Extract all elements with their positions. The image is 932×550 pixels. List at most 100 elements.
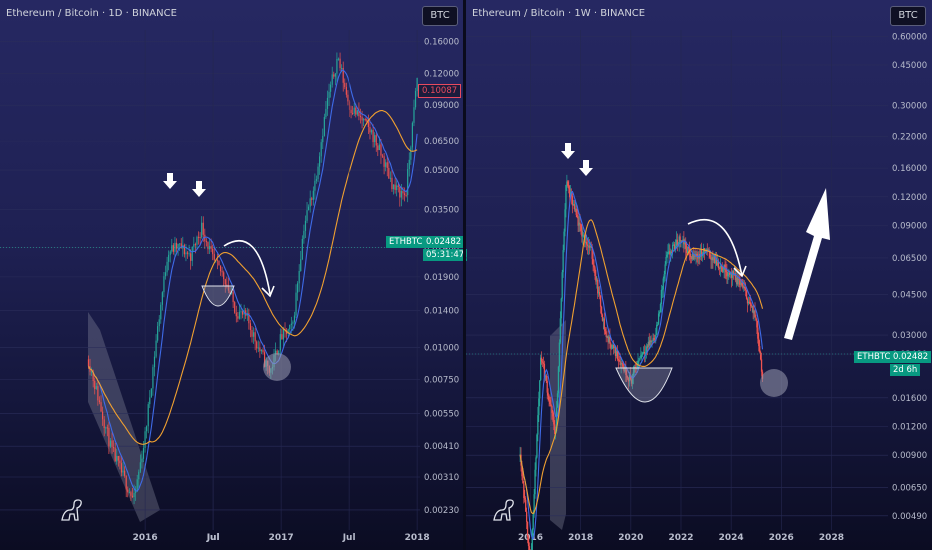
candle-body: [760, 359, 763, 372]
candle-body: [540, 357, 542, 381]
candle-body: [98, 400, 101, 403]
x-tick-label: 2024: [719, 533, 744, 543]
candle-body: [751, 305, 753, 307]
candle-body: [227, 285, 230, 291]
candle-body: [168, 254, 170, 262]
x-tick-label: 2018: [568, 533, 593, 543]
x-tick-label: 2016: [133, 533, 158, 543]
candle-body: [522, 476, 524, 484]
candle-body: [523, 483, 525, 499]
candle-body: [289, 324, 291, 330]
y-tick-label: 0.01600: [892, 394, 927, 404]
candle-body: [160, 304, 162, 320]
candle-body: [614, 346, 617, 357]
candle-body: [100, 402, 102, 412]
candle-body: [199, 236, 201, 238]
candle-body: [700, 249, 702, 257]
candle-body: [692, 253, 694, 260]
candle-body: [303, 230, 305, 239]
candle-body: [643, 351, 646, 354]
candle-body: [612, 344, 614, 348]
candle-body: [111, 440, 113, 448]
candle-body: [552, 412, 554, 417]
candle-body: [341, 68, 343, 70]
candle-body: [565, 185, 567, 210]
candle-body: [722, 269, 724, 272]
candle-body: [333, 74, 335, 77]
candle-body: [95, 386, 97, 390]
candle-body: [113, 447, 115, 449]
left-chart-panel[interactable]: 0.16000 0.12000 0.09000 0.06500 0.05000 0.035…: [0, 0, 468, 550]
candle-body: [598, 292, 600, 294]
candle-body: [623, 366, 625, 372]
candle-body: [304, 220, 307, 231]
candle-body: [756, 320, 758, 328]
candle-body: [634, 366, 636, 368]
candle-body: [684, 241, 686, 245]
candle-body: [538, 398, 540, 416]
candle-body: [293, 315, 296, 323]
candle-body: [682, 239, 684, 241]
candle-body: [326, 97, 329, 109]
x-tick-label: 2020: [618, 533, 643, 543]
candle-body: [146, 426, 148, 432]
y-tick-label: 0.02480: [424, 243, 459, 253]
left-chart-svg[interactable]: 0.16000 0.12000 0.09000 0.06500 0.05000 0.035…: [0, 0, 464, 550]
candle-body: [689, 253, 692, 257]
candle-body: [690, 256, 693, 259]
x-tick-label: Jul: [206, 533, 220, 543]
candle-body: [605, 331, 607, 337]
panel-divider[interactable]: [463, 0, 466, 550]
candle-body: [400, 190, 402, 198]
candle-body: [245, 310, 247, 316]
candle-body: [577, 217, 579, 226]
candle-body: [712, 257, 714, 261]
candle-body: [314, 180, 316, 191]
candle-body: [256, 341, 258, 349]
candle-body: [309, 198, 311, 207]
candle-body: [90, 371, 93, 373]
y-tick-label: 0.00550: [424, 410, 459, 420]
candle-body: [709, 250, 711, 258]
candle-body: [232, 292, 234, 303]
candle-body: [532, 514, 534, 530]
candle-body: [344, 82, 346, 88]
candle-body: [728, 272, 730, 276]
candle-body: [632, 372, 634, 376]
y-tick-label: 0.05000: [424, 166, 459, 176]
candle-body: [128, 492, 130, 494]
candle-body: [642, 351, 645, 353]
candle-body: [607, 336, 609, 343]
candle-body: [670, 251, 672, 255]
candle-body: [370, 130, 373, 133]
candle-body: [380, 144, 382, 156]
candle-body: [668, 251, 670, 253]
left-currency-button[interactable]: BTC: [422, 6, 458, 26]
y-tick-label: 0.00410: [424, 442, 459, 452]
candle-body: [569, 188, 571, 198]
candle-body: [281, 334, 283, 340]
candle-body: [694, 255, 696, 257]
candle-body: [598, 292, 601, 296]
candle-body: [361, 117, 363, 121]
candle-body: [547, 392, 549, 396]
candle-body: [353, 107, 355, 114]
candle-body: [210, 246, 212, 249]
candle-body: [322, 135, 324, 143]
right-chart-svg[interactable]: 0.60000 0.45000 0.30000 0.22000 0.16000 0.120…: [466, 0, 932, 550]
right-chart-panel[interactable]: 0.60000 0.45000 0.30000 0.22000 0.16000 0.120…: [466, 0, 932, 550]
candle-body: [650, 340, 652, 343]
candle-body: [138, 471, 140, 480]
y-tick-label: 0.04500: [892, 291, 927, 301]
y-tick-label: 0.01900: [424, 273, 459, 283]
candle-body: [649, 340, 651, 346]
left-last-price-badge: 0.02482: [423, 236, 465, 248]
candle-body: [602, 318, 605, 321]
candle-body: [149, 397, 151, 405]
y-tick-label: 0.09000: [892, 222, 927, 232]
candle-body: [249, 323, 252, 331]
candle-body: [610, 343, 612, 349]
candle-body: [531, 529, 533, 550]
candle-body: [394, 184, 396, 190]
right-currency-button[interactable]: BTC: [890, 6, 926, 26]
